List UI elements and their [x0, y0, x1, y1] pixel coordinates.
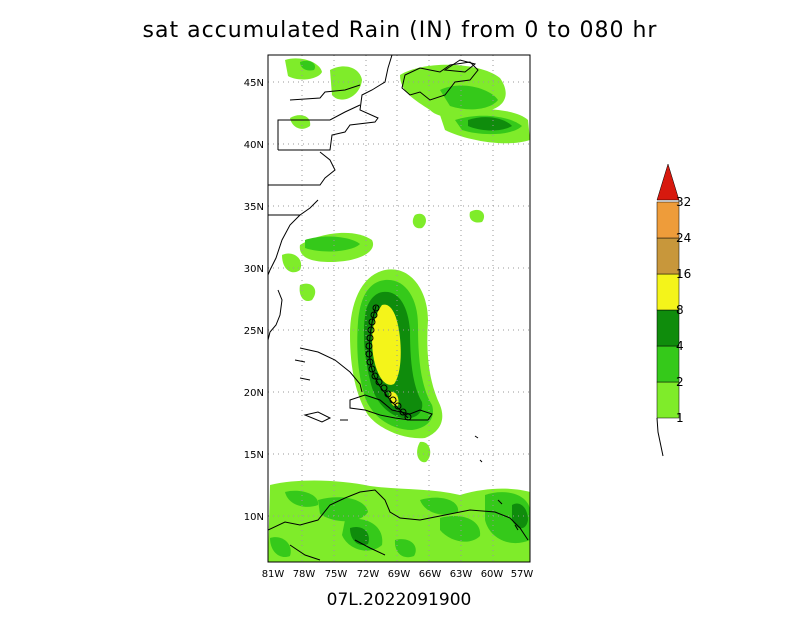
lon-label: 63W — [450, 569, 473, 580]
map-frame — [267, 54, 531, 563]
storm-id-label: 07L.2022091900 — [326, 590, 472, 610]
legend-label-2: 2 — [676, 375, 684, 389]
color-legend: 1 2 4 8 16 24 32 — [656, 163, 691, 457]
legend-tail — [656, 417, 664, 457]
lat-label: 40N — [244, 140, 264, 151]
lon-label: 75W — [325, 569, 348, 580]
lon-label: 69W — [388, 569, 411, 580]
lon-label: 81W — [262, 569, 285, 580]
longitude-labels: 81W 78W 75W 72W 69W 66W 63W 60W 57W — [262, 569, 534, 580]
lon-label: 78W — [293, 569, 316, 580]
storm-track — [365, 304, 412, 421]
map-title: sat accumulated Rain (IN) from 0 to 080 … — [142, 18, 658, 43]
legend-label-1: 1 — [676, 411, 684, 425]
lat-label: 30N — [244, 264, 264, 275]
legend-labels: 1 2 4 8 16 24 32 — [676, 195, 691, 425]
lat-label: 20N — [244, 388, 264, 399]
legend-label-4: 4 — [676, 339, 684, 353]
lat-label: 35N — [244, 202, 264, 213]
legend-arrow-top — [656, 163, 680, 201]
lon-label: 66W — [419, 569, 442, 580]
lon-label: 72W — [357, 569, 380, 580]
latitude-labels: 45N 40N 35N 30N 25N 20N 15N 10N — [244, 78, 264, 523]
lat-label: 10N — [244, 512, 264, 523]
legend-label-24: 24 — [676, 231, 691, 245]
legend-label-16: 16 — [676, 267, 691, 281]
lat-label: 15N — [244, 450, 264, 461]
lon-label: 57W — [511, 569, 534, 580]
map-area — [268, 55, 530, 562]
lat-label: 45N — [244, 78, 264, 89]
lat-label: 25N — [244, 326, 264, 337]
legend-box-24 — [656, 201, 680, 239]
legend-label-32: 32 — [676, 195, 691, 209]
legend-label-8: 8 — [676, 303, 684, 317]
lat-lon-grid — [268, 55, 530, 562]
coastlines — [268, 55, 529, 561]
lon-label: 60W — [481, 569, 504, 580]
